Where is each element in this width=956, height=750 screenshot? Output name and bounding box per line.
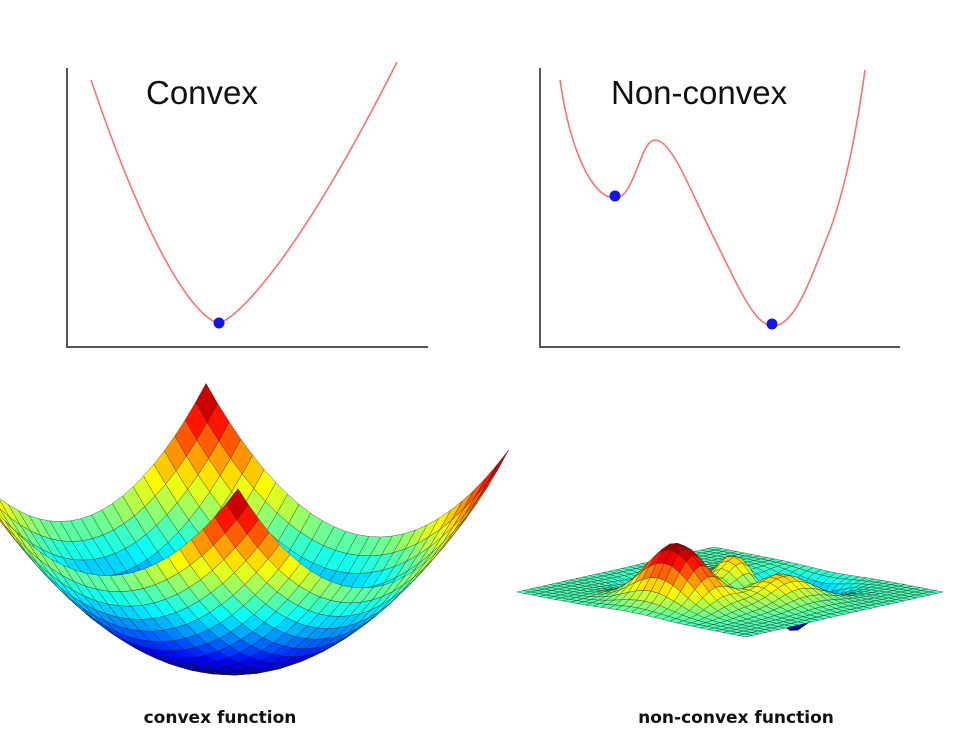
nonconvex-title: Non-convex [611,74,788,111]
nonconvex-3d-surface [516,543,944,638]
convex-mesh-cell [226,488,249,520]
nonconvex-local-minimum-point [609,190,621,202]
convex-mesh-cell [486,449,509,484]
nonconvex-global-minimum-point [766,318,778,330]
nonconvex-2d-panel: Non-convex [539,68,900,348]
convex-curve [90,61,398,324]
nonconvex-function-caption: non-convex function [638,708,834,728]
nonconvex-mesh-cell [738,633,753,638]
convex-mesh-cell [0,500,10,518]
convex-3d-surface [0,383,509,676]
convex-function-caption: convex function [143,708,297,728]
convex-mesh-cell [474,464,498,498]
convex-2d-panel: Convex [66,61,428,348]
convex-global-minimum-point [213,317,225,329]
convex-title: Convex [146,74,258,111]
